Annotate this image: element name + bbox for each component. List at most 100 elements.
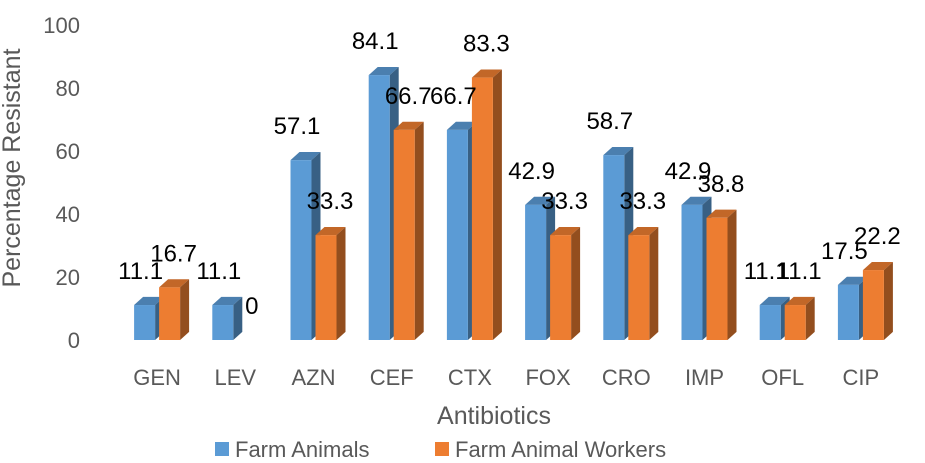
bar-top-face: [393, 121, 424, 130]
bar-side-face: [233, 296, 243, 340]
legend-item: Farm Animal Workers: [435, 437, 666, 462]
bar-top-face: [446, 121, 477, 130]
bar-top-face: [862, 261, 893, 271]
bar-side-face: [649, 227, 659, 340]
data-label: 17.5: [821, 238, 868, 265]
bar-front-face: [525, 204, 547, 340]
x-tick-label: GEN: [133, 365, 181, 390]
bar-side-face: [571, 227, 581, 340]
bar-front-face: [837, 284, 859, 340]
bar-side-face: [883, 261, 893, 340]
bar-front-face: [862, 270, 884, 340]
legend: Farm Animals Farm Animal Workers: [215, 437, 666, 462]
y-axis-title: Percentage Resistant: [0, 48, 26, 287]
data-label: 66.7: [430, 83, 477, 110]
data-labels: 11.116.711.1057.133.384.166.766.783.342.…: [118, 28, 901, 320]
bar-top-face: [368, 66, 399, 76]
bar-front-face: [471, 77, 493, 340]
bar-cro-farm-animal-workers: [628, 227, 659, 340]
bar-ctx-farm-animal-workers: [471, 69, 502, 340]
data-label: 42.9: [665, 158, 712, 185]
x-tick-label: CTX: [448, 365, 492, 390]
y-tick-label: 40: [56, 202, 80, 227]
bar-imp-farm-animal-workers: [706, 209, 737, 340]
bar-side-face: [336, 227, 346, 340]
bar-cef-farm-animal-workers: [393, 121, 424, 340]
bar-top-face: [603, 146, 634, 156]
bar-front-face: [550, 235, 572, 340]
bar-front-face: [212, 305, 234, 340]
bar-top-face: [837, 276, 868, 285]
bar-front-face: [628, 235, 650, 340]
data-label: 83.3: [463, 31, 510, 58]
bar-top-face: [290, 152, 321, 161]
bar-top-face: [315, 227, 346, 236]
x-tick-label: OFL: [761, 365, 804, 390]
y-tick-label: 20: [56, 265, 80, 290]
bar-front-face: [603, 155, 625, 340]
bar-front-face: [706, 217, 728, 340]
data-label: 0: [245, 293, 258, 320]
x-axis-category-labels: GEN LEV AZN CEF CTX FOX CRO IMP OFL CIP: [133, 365, 879, 390]
data-label: 16.7: [150, 240, 197, 267]
data-label: 38.8: [698, 171, 745, 198]
bar-front-face: [446, 129, 468, 340]
bar-top-face: [784, 296, 815, 306]
bar-front-face: [681, 204, 703, 340]
bar-top-face: [759, 296, 790, 306]
data-label: 66.7: [385, 83, 432, 110]
bar-side-face: [180, 279, 190, 340]
y-tick-label: 100: [43, 13, 80, 38]
legend-label: Farm Animal Workers: [455, 437, 666, 462]
legend-swatch: [435, 442, 449, 456]
data-label: 22.2: [854, 223, 901, 250]
bar-side-face: [492, 69, 502, 340]
data-label: 11.1: [118, 258, 163, 285]
y-tick-label: 80: [56, 76, 80, 101]
bar-front-face: [759, 305, 781, 340]
x-tick-label: AZN: [292, 365, 336, 390]
data-label: 33.3: [619, 188, 666, 215]
x-tick-label: CIP: [843, 365, 880, 390]
bar-lev-farm-animals: [212, 296, 243, 340]
y-tick-label: 60: [56, 139, 80, 164]
bar-top-face: [471, 69, 502, 78]
bar-cip-farm-animal-workers: [862, 261, 893, 340]
x-tick-label: IMP: [685, 365, 724, 390]
data-label: 11.1: [744, 258, 789, 285]
bar-front-face: [134, 305, 156, 340]
bar-front-face: [315, 235, 337, 340]
data-label: 42.9: [508, 158, 555, 185]
bar-azn-farm-animal-workers: [315, 227, 346, 340]
y-tick-label: 0: [68, 328, 80, 353]
bar-fox-farm-animal-workers: [550, 227, 581, 340]
bar-top-face: [525, 196, 556, 205]
y-axis-ticks: 0 20 40 60 80 100: [43, 13, 80, 353]
data-label: 11.1: [196, 258, 241, 285]
bar-top-face: [628, 227, 659, 236]
legend-label: Farm Animals: [235, 437, 369, 462]
bar-front-face: [159, 287, 181, 340]
bar-side-face: [805, 296, 815, 340]
legend-item: Farm Animals: [215, 437, 369, 462]
bar-front-face: [368, 75, 390, 341]
x-tick-label: FOX: [525, 365, 571, 390]
bar-gen-farm-animal-workers: [159, 279, 190, 340]
bars: [134, 66, 893, 341]
bar-top-face: [681, 196, 712, 205]
data-label: 57.1: [274, 113, 321, 140]
data-label: 33.3: [307, 188, 354, 215]
bar-front-face: [784, 305, 806, 340]
x-tick-label: CEF: [370, 365, 414, 390]
x-axis-title: Antibiotics: [437, 402, 551, 430]
x-tick-label: CRO: [602, 365, 651, 390]
bar-ofl-farm-animal-workers: [784, 296, 815, 340]
bar-side-face: [414, 121, 424, 340]
legend-swatch: [215, 442, 229, 456]
bar-top-face: [706, 209, 737, 218]
bar-top-face: [159, 279, 190, 288]
bar-front-face: [393, 129, 415, 340]
x-tick-label: LEV: [215, 365, 257, 390]
data-label: 11.1: [777, 258, 822, 285]
